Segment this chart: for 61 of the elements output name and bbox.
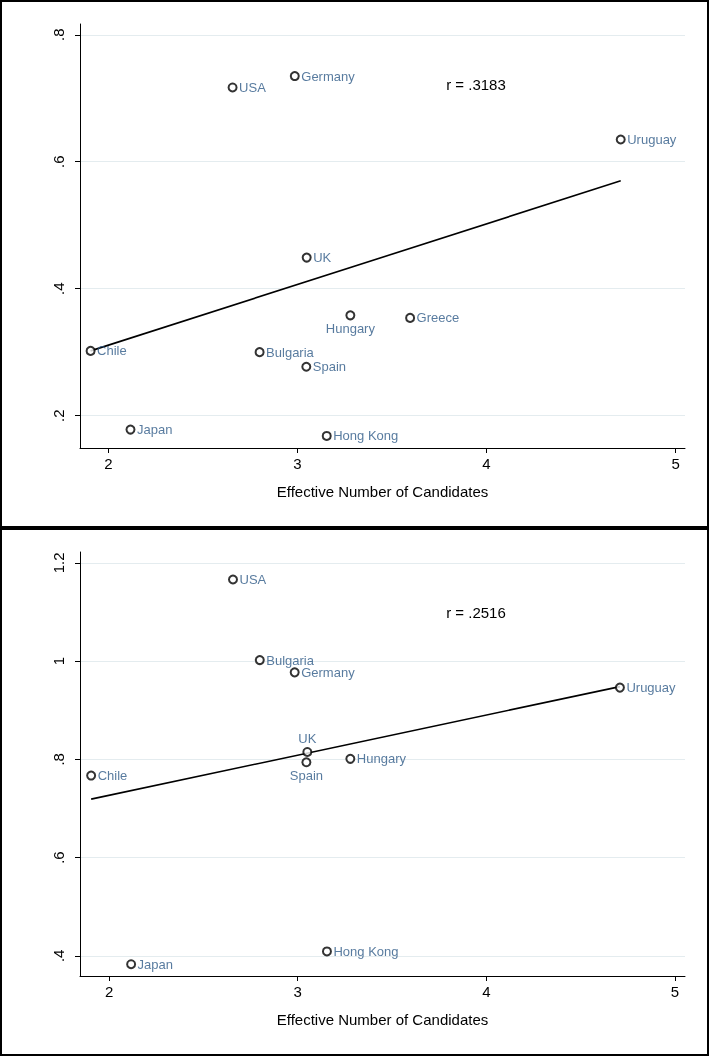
y-tick-label: 1 [50,656,67,666]
point [228,574,238,585]
point [227,82,238,93]
y-tick-label: .4 [50,949,67,963]
annotation: Germany [301,68,356,84]
point [301,252,312,263]
x-axis-title: Effective Number of Candidates [276,483,489,500]
x-axis-title: Effective Number of Candidates [276,1011,489,1028]
y-tick-label: 1.2 [50,552,67,574]
annotation: Spain [312,359,347,375]
annotation: Bulgaria [266,344,315,360]
annotation: Chile [97,343,127,359]
point [289,667,300,678]
y-tick-label: .6 [50,155,67,168]
y-tick-label: .6 [50,851,67,864]
point [345,753,356,764]
annotation: Hungary [325,320,376,336]
point [301,361,312,372]
point [302,746,313,757]
annotation: r = .3183 [446,76,506,93]
point [301,757,312,768]
point [345,310,356,321]
point [615,134,626,145]
annotation: Japan [137,956,174,972]
annotation: UK [298,731,317,747]
x-tick-label: 3 [293,455,302,472]
y-tick-label: .4 [50,282,67,295]
x-tick-label: 5 [670,983,680,1000]
annotation: Greece [416,310,460,326]
y-tick-label: .2 [50,409,67,422]
point [254,655,265,666]
annotation: r = .2516 [446,604,506,621]
annotation: USA [239,572,267,588]
annotation: Spain [289,767,323,783]
x-tick-label: 4 [482,983,491,1000]
x-tick-label: 2 [104,983,114,1000]
point [86,770,97,781]
point [614,682,625,693]
point [125,424,136,435]
point [405,312,416,323]
y-tick-label: .8 [50,28,67,42]
annotation: Hong Kong [333,943,399,959]
point [254,347,265,358]
x-tick-label: 2 [104,455,113,472]
point [85,345,96,356]
annotation: Uruguay [626,680,677,696]
annotation: USA [239,79,267,95]
x-tick-label: 3 [293,983,302,1000]
point [289,71,300,82]
annotation: Uruguay [627,132,677,148]
y-tick-label: .8 [50,753,67,766]
point [321,430,332,441]
x-tick-label: 5 [671,455,680,472]
x-tick-label: 4 [482,455,491,472]
annotation: Hungary [356,751,407,767]
point [321,946,332,957]
annotation: Japan [136,422,173,438]
annotation: UK [313,250,332,266]
point [126,959,137,970]
annotation: Hong Kong [333,428,399,444]
annotation: Chile [97,768,128,784]
